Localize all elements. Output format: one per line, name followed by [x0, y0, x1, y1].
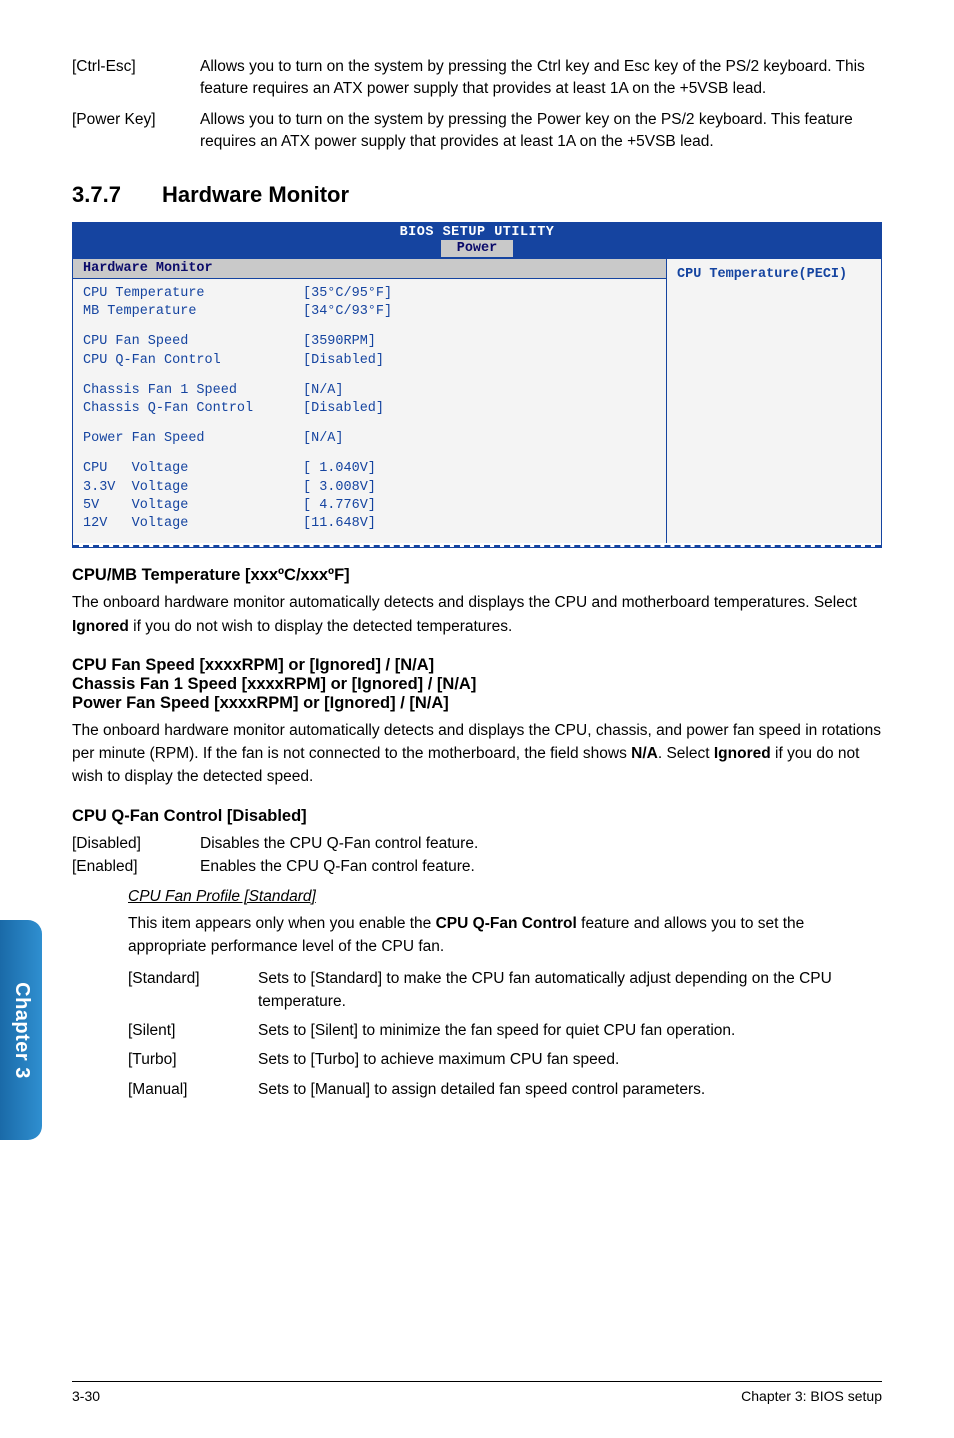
bios-row-value: [Disabled]	[303, 352, 384, 370]
chapter-sidebar-label: Chapter 3	[10, 982, 33, 1079]
bios-row-value: [N/A]	[303, 382, 344, 400]
bold-text: Ignored	[72, 618, 129, 635]
page-footer: 3-30 Chapter 3: BIOS setup	[72, 1381, 882, 1404]
text: This item appears only when you enable t…	[128, 915, 436, 932]
bios-row-label: Chassis Q-Fan Control	[83, 400, 303, 418]
sub-fanspeed-heading-1: CPU Fan Speed [xxxxRPM] or [Ignored] / […	[72, 656, 882, 675]
sub-fanspeed-heading-3: Power Fan Speed [xxxxRPM] or [Ignored] /…	[72, 694, 882, 713]
bios-row-value: [34°C/93°F]	[303, 303, 392, 321]
bold-text: N/A	[631, 745, 658, 762]
text: . Select	[658, 745, 714, 762]
sub-fanspeed-heading-2: Chassis Fan 1 Speed [xxxxRPM] or [Ignore…	[72, 675, 882, 694]
bios-row-value: [ 3.008V]	[303, 479, 376, 497]
top-options: [Ctrl-Esc] Allows you to turn on the sys…	[72, 56, 882, 154]
bios-tabbar: Power	[73, 240, 881, 259]
section-heading: 3.7.7 Hardware Monitor	[72, 182, 882, 208]
profile-silent-key: [Silent]	[128, 1019, 258, 1042]
bios-row-label: CPU Q-Fan Control	[83, 352, 303, 370]
fan-profile-block: CPU Fan Profile [Standard] This item app…	[72, 888, 882, 1101]
bios-row: Power Fan Speed[N/A]	[83, 430, 656, 448]
bios-row-label: Chassis Fan 1 Speed	[83, 382, 303, 400]
bios-row-value: [ 4.776V]	[303, 497, 376, 515]
qfan-enabled-desc: Enables the CPU Q-Fan control feature.	[200, 855, 882, 878]
bold-text: CPU Q-Fan Control	[436, 915, 577, 932]
chapter-sidebar: Chapter 3	[0, 920, 42, 1140]
bios-row-value: [35°C/95°F]	[303, 285, 392, 303]
opt-power-key-desc: Allows you to turn on the system by pres…	[200, 109, 882, 154]
bios-row-value: [3590RPM]	[303, 333, 376, 351]
bios-row-label: CPU Temperature	[83, 285, 303, 303]
footer-chapter-label: Chapter 3: BIOS setup	[741, 1388, 882, 1404]
bios-row-value: [Disabled]	[303, 400, 384, 418]
bios-row: CPU Q-Fan Control[Disabled]	[83, 352, 656, 370]
fan-profile-title: CPU Fan Profile [Standard]	[128, 888, 316, 906]
profile-turbo-key: [Turbo]	[128, 1048, 258, 1071]
bold-text: Ignored	[714, 745, 771, 762]
bios-row-label: CPU Fan Speed	[83, 333, 303, 351]
bios-row: 5V Voltage[ 4.776V]	[83, 497, 656, 515]
bios-title: BIOS SETUP UTILITY	[73, 223, 881, 240]
sub-temp-para: The onboard hardware monitor automatical…	[72, 591, 882, 638]
fan-profile-para: This item appears only when you enable t…	[128, 912, 882, 959]
bios-row: 12V Voltage[11.648V]	[83, 515, 656, 533]
sub-fanspeed-para: The onboard hardware monitor automatical…	[72, 719, 882, 789]
bios-row-label: 3.3V Voltage	[83, 479, 303, 497]
bios-row: MB Temperature[34°C/93°F]	[83, 303, 656, 321]
bios-left-pane: Hardware Monitor CPU Temperature[35°C/95…	[73, 259, 666, 543]
bios-right-pane: CPU Temperature(PECI)	[666, 259, 881, 543]
qfan-enabled-key: [Enabled]	[72, 855, 200, 878]
profile-standard-desc: Sets to [Standard] to make the CPU fan a…	[258, 967, 882, 1014]
bios-row-label: MB Temperature	[83, 303, 303, 321]
bios-row-value: [11.648V]	[303, 515, 376, 533]
bios-row-label: 12V Voltage	[83, 515, 303, 533]
bios-row-label: 5V Voltage	[83, 497, 303, 515]
bios-row: Chassis Q-Fan Control[Disabled]	[83, 400, 656, 418]
text: The onboard hardware monitor automatical…	[72, 594, 857, 611]
text: if you do not wish to display the detect…	[129, 618, 512, 635]
bios-bottom-dashes	[73, 545, 881, 547]
section-number: 3.7.7	[72, 182, 162, 208]
bios-row: Chassis Fan 1 Speed[N/A]	[83, 382, 656, 400]
profile-manual-key: [Manual]	[128, 1078, 258, 1101]
bios-tab-power: Power	[441, 240, 514, 257]
footer-page-number: 3-30	[72, 1388, 100, 1404]
qfan-disabled-desc: Disables the CPU Q-Fan control feature.	[200, 832, 882, 855]
bios-row: CPU Temperature[35°C/95°F]	[83, 285, 656, 303]
bios-panel: BIOS SETUP UTILITY Power Hardware Monito…	[72, 222, 882, 548]
opt-power-key-key: [Power Key]	[72, 109, 200, 154]
sub-qfan-heading: CPU Q-Fan Control [Disabled]	[72, 807, 882, 826]
profile-silent-desc: Sets to [Silent] to minimize the fan spe…	[258, 1019, 882, 1042]
qfan-disabled-key: [Disabled]	[72, 832, 200, 855]
section-title: Hardware Monitor	[162, 182, 349, 208]
bios-row: CPU Voltage[ 1.040V]	[83, 460, 656, 478]
profile-manual-desc: Sets to [Manual] to assign detailed fan …	[258, 1078, 882, 1101]
bios-help-text: CPU Temperature(PECI)	[677, 267, 871, 282]
bios-row: CPU Fan Speed[3590RPM]	[83, 333, 656, 351]
bios-row-label: CPU Voltage	[83, 460, 303, 478]
sub-temp-heading: CPU/MB Temperature [xxxºC/xxxºF]	[72, 566, 882, 585]
bios-row: 3.3V Voltage[ 3.008V]	[83, 479, 656, 497]
bios-row-value: [N/A]	[303, 430, 344, 448]
profile-turbo-desc: Sets to [Turbo] to achieve maximum CPU f…	[258, 1048, 882, 1071]
profile-standard-key: [Standard]	[128, 967, 258, 1014]
bios-section-head: Hardware Monitor	[73, 259, 666, 279]
opt-ctrl-esc-desc: Allows you to turn on the system by pres…	[200, 56, 882, 101]
bios-row-label: Power Fan Speed	[83, 430, 303, 448]
bios-row-value: [ 1.040V]	[303, 460, 376, 478]
opt-ctrl-esc-key: [Ctrl-Esc]	[72, 56, 200, 101]
